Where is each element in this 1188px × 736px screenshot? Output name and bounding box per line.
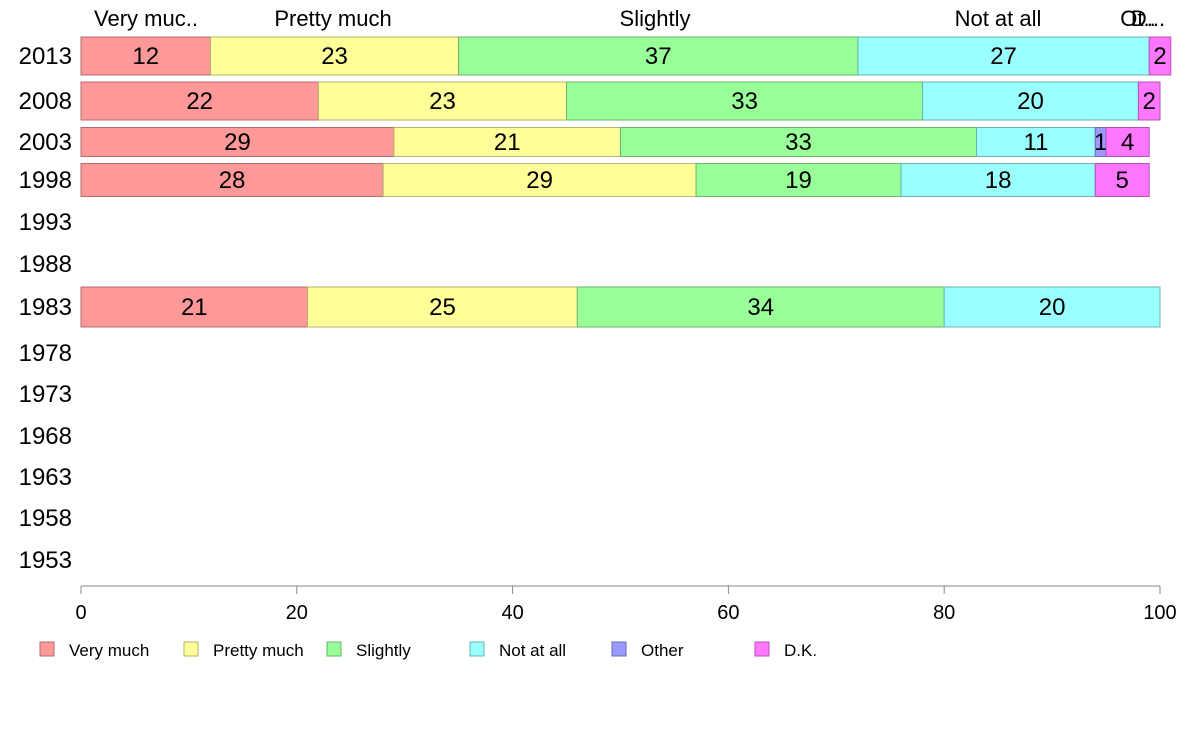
x-tick-label: 100	[1143, 602, 1176, 624]
bar-segment	[382, 163, 697, 197]
bar-segment	[393, 127, 621, 157]
category-header-label: Very muc..	[94, 6, 198, 31]
year-label: 1978	[19, 340, 72, 367]
bar-value-label: 33	[785, 129, 812, 156]
year-label: 1993	[19, 209, 72, 236]
legend-label: Very much	[69, 641, 149, 660]
legend-label: Pretty much	[213, 641, 304, 660]
bar-value-label: 4	[1121, 129, 1134, 156]
bar-value-label: 28	[219, 167, 246, 194]
bar-segment	[209, 36, 460, 76]
bar-value-label: 29	[224, 129, 251, 156]
bar-segment	[695, 163, 902, 197]
bar-value-label: 18	[985, 167, 1012, 194]
x-tick-label: 40	[501, 602, 523, 624]
year-label: 1968	[19, 423, 72, 450]
bar-segment	[458, 36, 859, 76]
bar-value-label: 11	[1023, 129, 1048, 156]
legend-swatch	[754, 641, 770, 657]
bar-value-label: 23	[321, 43, 348, 70]
bar-segment	[80, 81, 319, 121]
bar-segment	[922, 81, 1139, 121]
legend-label: Not at all	[499, 641, 566, 660]
bar-value-label: 1	[1094, 129, 1107, 156]
x-tick-label: 80	[933, 602, 955, 624]
category-header-label: Slightly	[620, 6, 691, 31]
bar-value-label: 21	[494, 129, 521, 156]
year-label: 2013	[19, 43, 72, 70]
year-label: 1953	[19, 547, 72, 574]
bar-value-label: 21	[181, 294, 208, 321]
bar-value-label: 34	[747, 294, 774, 321]
legend-label: Slightly	[356, 641, 411, 660]
category-header-label: D...	[1131, 6, 1165, 31]
year-label: 1973	[19, 381, 72, 408]
bar-segment	[1148, 36, 1172, 76]
bar-segment	[857, 36, 1150, 76]
bar-segment	[1105, 127, 1150, 157]
bar-segment	[80, 163, 384, 197]
category-header-label: Ot..	[1120, 6, 1155, 31]
bar-value-label: 12	[132, 43, 159, 70]
bar-segment	[943, 286, 1161, 328]
bar-value-label: 20	[1039, 294, 1066, 321]
x-tick-label: 0	[75, 602, 86, 624]
x-axis: 0 20 40 60 80 100	[75, 585, 1177, 624]
bar-value-label: 25	[429, 294, 456, 321]
category-header-labels: Very muc.. Pretty much Slightly Not at all O…	[94, 6, 1165, 31]
bar-value-label: 5	[1116, 167, 1129, 194]
x-tick-label: 20	[286, 602, 308, 624]
bar-value-label: 37	[645, 43, 672, 70]
bar-value-label: 19	[785, 167, 812, 194]
bar-segment	[307, 286, 578, 328]
year-label: 1983	[19, 294, 72, 321]
legend: Very much Pretty much Slightly Not at all Ot…	[39, 641, 817, 660]
year-label: 2003	[19, 129, 72, 156]
x-tick-label: 60	[717, 602, 739, 624]
bar-segment	[80, 286, 309, 328]
bar-value-label: 29	[526, 167, 553, 194]
category-header-label: Not at all	[955, 6, 1042, 31]
legend-label: D.K.	[784, 641, 817, 660]
legend-swatch	[611, 641, 627, 657]
bar-value-label: 2	[1153, 43, 1166, 70]
year-axis-labels: 2013 2008 2003 1998 1993 1988 1983 1978 1973 1968…	[19, 43, 72, 574]
legend-swatch	[326, 641, 342, 657]
bar-value-label: 33	[731, 88, 758, 115]
year-label: 1963	[19, 464, 72, 491]
year-label: 1998	[19, 167, 72, 194]
bar-segments: 12 23 37 27 222 23 33 20 229 21 33 11 1 428 29 19 18 521 2…	[80, 36, 1172, 328]
bar-segment	[80, 127, 395, 157]
category-header-label: Pretty much	[274, 6, 391, 31]
year-label: 2008	[19, 88, 72, 115]
bar-value-label: 27	[990, 43, 1017, 70]
legend-swatch	[183, 641, 199, 657]
bar-segment	[620, 127, 978, 157]
bar-segment	[317, 81, 568, 121]
legend-swatch	[39, 641, 55, 657]
bar-segment	[80, 36, 211, 76]
bar-segment	[1094, 163, 1150, 197]
year-label: 1958	[19, 505, 72, 532]
bar-value-label: 20	[1017, 88, 1044, 115]
bar-segment	[1137, 81, 1161, 121]
bar-segment	[566, 81, 924, 121]
bar-value-label: 22	[186, 88, 213, 115]
bar-segment	[576, 286, 945, 328]
bar-value-label: 23	[429, 88, 456, 115]
bar-value-label: 2	[1143, 88, 1156, 115]
legend-label: Other	[641, 641, 684, 660]
legend-swatch	[469, 641, 485, 657]
year-label: 1988	[19, 251, 72, 278]
